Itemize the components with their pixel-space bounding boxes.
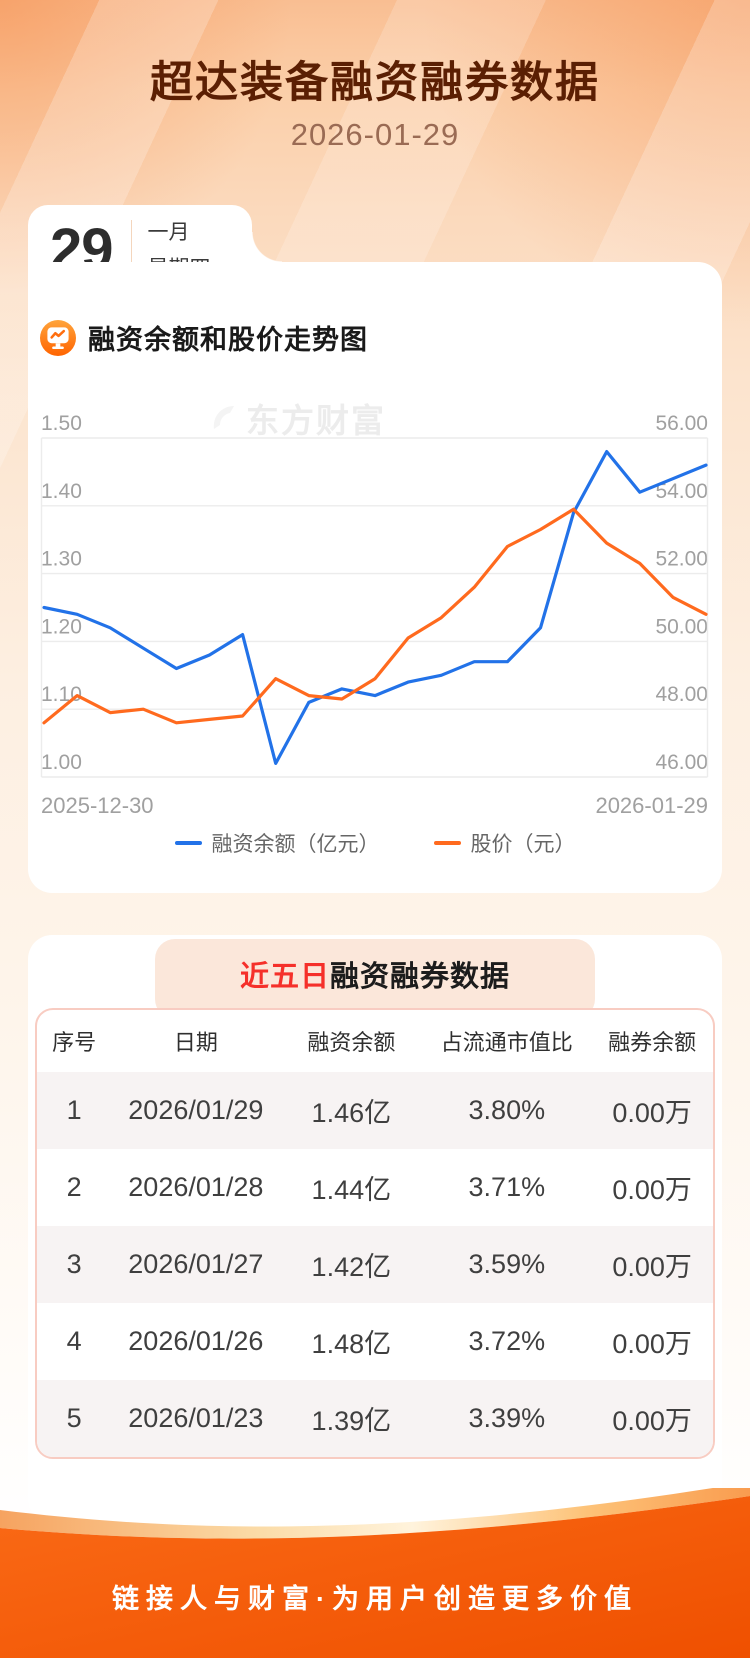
table-column-header: 融资余额 — [307, 1030, 396, 1055]
table-cell: 2026/01/28 — [128, 1172, 264, 1202]
svg-text:52.00: 52.00 — [655, 548, 708, 571]
calendar-month: 一月 — [147, 221, 190, 244]
table-cell: 1.46亿 — [311, 1098, 392, 1128]
table-row: 2 2026/01/28 1.44亿 3.71% 0.00万 — [37, 1149, 713, 1226]
dual-axis-line-chart: 1.50 56.001.40 54.001.30 52.001.20 50.001.10… — [40, 412, 709, 818]
table-cell: 5 — [66, 1403, 82, 1433]
chart-title: 融资余额和股价走势图 — [88, 325, 368, 355]
table-cell: 2026/01/29 — [128, 1095, 264, 1125]
table-cell: 1.39亿 — [311, 1406, 392, 1436]
svg-text:1.30: 1.30 — [41, 548, 82, 571]
table-row: 4 2026/01/26 1.48亿 3.72% 0.00万 — [37, 1303, 713, 1380]
table-title-badge: 近五日融资融券数据 — [155, 939, 595, 1019]
svg-text:46.00: 46.00 — [655, 751, 708, 774]
calendar-tab — [28, 205, 252, 265]
table-column-header: 融券余额 — [608, 1030, 697, 1055]
svg-text:1.00: 1.00 — [41, 751, 82, 774]
footer-slogan: 链接人与财富·为用户创造更多价值 — [112, 1584, 638, 1614]
table-cell: 1.48亿 — [311, 1329, 392, 1359]
calendar-divider — [130, 220, 132, 278]
table-cell: 3.80% — [468, 1095, 546, 1125]
margin-data-table-wrap: 序号 日期 融资余额 占流通市值比 融券余额 1 2026/01/29 1.46亿 3.80%… — [35, 1008, 715, 1459]
table-cell: 3.72% — [468, 1326, 546, 1356]
table-cell: 0.00万 — [612, 1406, 692, 1436]
calendar-tab-fillet — [252, 232, 282, 262]
chart-card: 融资余额和股价走势图 东方财富 1.50 56.00 1.40 54.00 1.30 52… — [28, 262, 722, 893]
chart-section-header: 融资余额和股价走势图 — [40, 318, 368, 357]
table-cell: 3.59% — [468, 1249, 546, 1279]
svg-text:2026-01-29: 2026-01-29 — [595, 793, 708, 818]
table-row: 5 2026/01/23 1.39亿 3.39% 0.00万 — [37, 1380, 713, 1457]
svg-text:1.20: 1.20 — [41, 615, 82, 638]
table-cell: 1.42亿 — [311, 1252, 392, 1282]
margin-data-table: 序号 日期 融资余额 占流通市值比 融券余额 1 2026/01/29 1.46亿 3.80%… — [37, 1010, 713, 1457]
svg-text:2025-12-30: 2025-12-30 — [41, 793, 154, 818]
table-cell: 0.00万 — [612, 1252, 692, 1282]
chart-legend: 融资余额（亿元） 股价（元） — [28, 828, 722, 858]
table-row: 1 2026/01/29 1.46亿 3.80% 0.00万 — [37, 1072, 713, 1149]
svg-text:1.40: 1.40 — [41, 480, 82, 503]
legend-label: 股价（元） — [470, 833, 576, 856]
table-cell: 1.44亿 — [311, 1175, 392, 1205]
table-cell: 4 — [66, 1326, 82, 1356]
page-date: 2026-01-29 — [290, 117, 460, 152]
svg-text:54.00: 54.00 — [655, 480, 708, 503]
table-cell: 2026/01/27 — [128, 1249, 264, 1279]
trend-chart-icon — [40, 319, 76, 356]
table-cell: 1 — [66, 1095, 82, 1125]
table-row: 3 2026/01/27 1.42亿 3.59% 0.00万 — [37, 1226, 713, 1303]
table-cell: 2026/01/23 — [128, 1403, 264, 1433]
table-cell: 3.71% — [468, 1172, 546, 1202]
table-title-highlight: 近五日 — [239, 961, 330, 993]
table-cell: 0.00万 — [612, 1175, 692, 1205]
legend-item: 融资余额（亿元） — [174, 828, 380, 858]
svg-text:56.00: 56.00 — [655, 412, 708, 435]
legend-label: 融资余额（亿元） — [211, 833, 380, 856]
table-cell: 2 — [66, 1172, 82, 1202]
table-column-header: 占流通市值比 — [440, 1030, 573, 1055]
table-cell: 0.00万 — [612, 1098, 692, 1128]
legend-swatch — [174, 841, 202, 845]
svg-text:48.00: 48.00 — [655, 683, 708, 706]
table-column-header: 序号 — [52, 1030, 97, 1055]
svg-text:50.00: 50.00 — [655, 615, 708, 638]
legend-swatch — [433, 841, 461, 845]
table-cell: 3 — [66, 1249, 82, 1279]
footer: 链接人与财富·为用户创造更多价值 — [0, 1488, 750, 1658]
table-cell: 3.39% — [468, 1403, 546, 1433]
table-cell: 2026/01/26 — [128, 1326, 264, 1356]
svg-text:1.50: 1.50 — [41, 412, 82, 435]
legend-item: 股价（元） — [433, 828, 576, 858]
table-header-row: 序号 日期 融资余额 占流通市值比 融券余额 — [37, 1010, 713, 1072]
page-title: 超达装备融资融券数据 — [150, 59, 600, 107]
footer-wave — [0, 1488, 750, 1658]
table-column-header: 日期 — [173, 1030, 218, 1055]
table-title-rest: 融资融券数据 — [330, 961, 511, 993]
table-cell: 0.00万 — [612, 1329, 692, 1359]
